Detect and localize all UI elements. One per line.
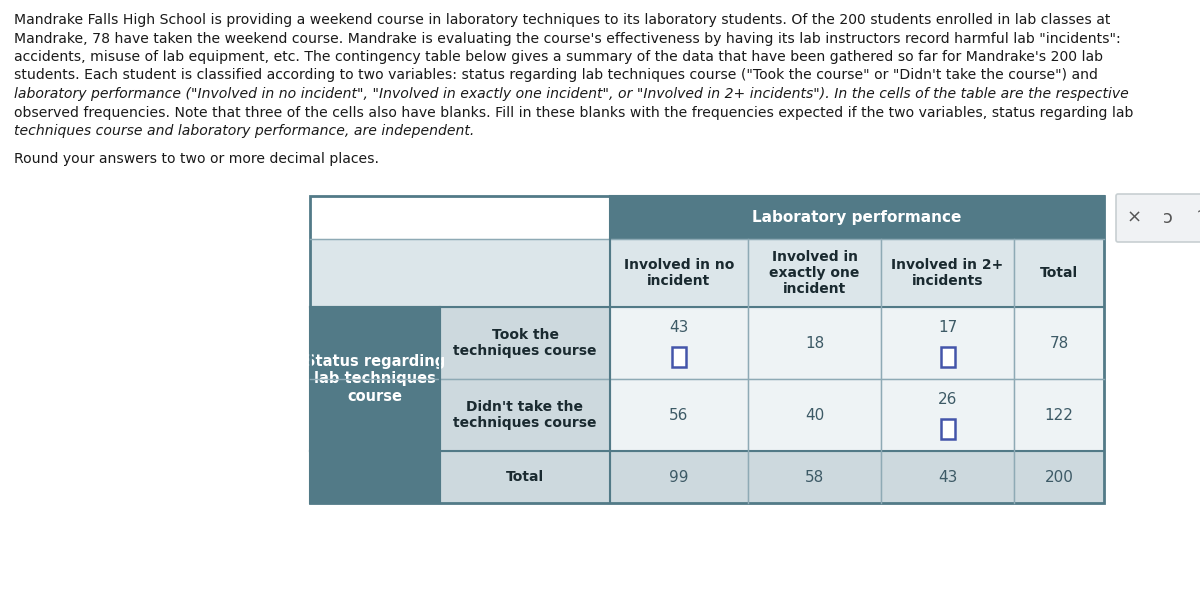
Text: 18: 18 bbox=[805, 336, 824, 350]
FancyBboxPatch shape bbox=[1116, 194, 1200, 242]
Text: 122: 122 bbox=[1044, 408, 1074, 423]
Bar bbox=[881, 239, 1014, 307]
Text: Laboratory performance: Laboratory performance bbox=[752, 210, 961, 225]
Text: Total: Total bbox=[1040, 266, 1078, 280]
Text: Took the
techniques course: Took the techniques course bbox=[454, 328, 596, 358]
Text: Mandrake, 78 have taken the weekend course. Mandrake is evaluating the course's : Mandrake, 78 have taken the weekend cour… bbox=[14, 32, 1121, 45]
Bar bbox=[1118, 196, 1200, 240]
Text: 99: 99 bbox=[670, 469, 689, 485]
Text: Involved in no
incident: Involved in no incident bbox=[624, 258, 734, 288]
Bar bbox=[310, 196, 1104, 503]
Bar bbox=[748, 239, 881, 307]
Text: laboratory performance ("Involved in no incident", "Involved in exactly one inci: laboratory performance ("Involved in no … bbox=[14, 87, 1129, 101]
Bar bbox=[1014, 451, 1104, 503]
Bar bbox=[310, 451, 440, 503]
Text: Round your answers to two or more decimal places.: Round your answers to two or more decima… bbox=[14, 152, 379, 165]
Bar bbox=[1014, 239, 1104, 307]
Text: 200: 200 bbox=[1044, 469, 1074, 485]
Text: Didn't take the
techniques course: Didn't take the techniques course bbox=[454, 400, 596, 430]
Bar bbox=[440, 307, 610, 379]
Bar bbox=[440, 451, 610, 503]
Text: 17: 17 bbox=[938, 319, 958, 335]
Text: ×: × bbox=[1127, 209, 1141, 227]
Text: 78: 78 bbox=[1049, 336, 1069, 350]
Text: 26: 26 bbox=[938, 392, 958, 407]
Bar bbox=[941, 418, 954, 439]
Bar bbox=[610, 451, 748, 503]
Text: Mandrake Falls High School is providing a weekend course in laboratory technique: Mandrake Falls High School is providing … bbox=[14, 13, 1110, 27]
Text: techniques course and laboratory performance, are independent.: techniques course and laboratory perform… bbox=[14, 124, 474, 138]
Text: ?: ? bbox=[1196, 209, 1200, 227]
Text: 43: 43 bbox=[670, 319, 689, 335]
Text: 56: 56 bbox=[670, 408, 689, 423]
Bar bbox=[748, 379, 881, 451]
Bar bbox=[672, 347, 686, 367]
Bar bbox=[748, 451, 881, 503]
Text: 40: 40 bbox=[805, 408, 824, 423]
Bar bbox=[881, 379, 1014, 451]
Bar bbox=[610, 239, 748, 307]
Text: Involved in
exactly one
incident: Involved in exactly one incident bbox=[769, 250, 859, 296]
Bar bbox=[610, 379, 748, 451]
Bar bbox=[748, 307, 881, 379]
Text: accidents, misuse of lab equipment, etc. The contingency table below gives a sum: accidents, misuse of lab equipment, etc.… bbox=[14, 50, 1103, 64]
Text: ↄ: ↄ bbox=[1163, 209, 1172, 227]
Bar bbox=[1014, 307, 1104, 379]
Bar bbox=[1014, 379, 1104, 451]
Text: students. Each student is classified according to two variables: status regardin: students. Each student is classified acc… bbox=[14, 69, 1098, 82]
Bar bbox=[310, 307, 440, 451]
Bar bbox=[881, 451, 1014, 503]
Text: observed frequencies. Note that three of the cells also have blanks. Fill in the: observed frequencies. Note that three of… bbox=[14, 106, 1133, 119]
Bar bbox=[440, 379, 610, 451]
Text: Involved in 2+
incidents: Involved in 2+ incidents bbox=[892, 258, 1003, 288]
Text: 58: 58 bbox=[805, 469, 824, 485]
Bar bbox=[881, 307, 1014, 379]
Bar bbox=[941, 347, 954, 367]
Bar bbox=[310, 239, 610, 307]
Text: Total: Total bbox=[506, 470, 544, 484]
Bar bbox=[610, 307, 748, 379]
Text: Status regarding
lab techniques
course: Status regarding lab techniques course bbox=[305, 354, 445, 404]
Text: 43: 43 bbox=[938, 469, 958, 485]
Bar bbox=[610, 196, 1104, 239]
